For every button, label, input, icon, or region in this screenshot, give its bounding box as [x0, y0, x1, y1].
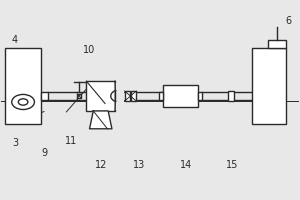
Bar [164, 85, 198, 107]
Bar [77, 94, 81, 98]
Bar [124, 91, 130, 101]
Text: 4: 4 [12, 35, 18, 45]
Bar [41, 92, 49, 100]
Text: 14: 14 [180, 160, 192, 170]
Bar [198, 92, 202, 100]
Bar [5, 48, 41, 124]
Text: 3: 3 [12, 138, 18, 148]
Text: 13: 13 [134, 160, 146, 170]
Bar [228, 91, 234, 101]
Bar [159, 92, 164, 100]
Text: 10: 10 [83, 45, 95, 55]
Bar [131, 91, 136, 101]
Text: 15: 15 [226, 160, 238, 170]
Bar [268, 40, 286, 48]
Text: 11: 11 [65, 136, 77, 146]
Bar [251, 48, 286, 124]
Text: 6: 6 [286, 16, 292, 26]
Polygon shape [89, 111, 112, 129]
Text: 12: 12 [94, 160, 107, 170]
Bar [86, 81, 115, 111]
Text: 9: 9 [42, 148, 48, 158]
